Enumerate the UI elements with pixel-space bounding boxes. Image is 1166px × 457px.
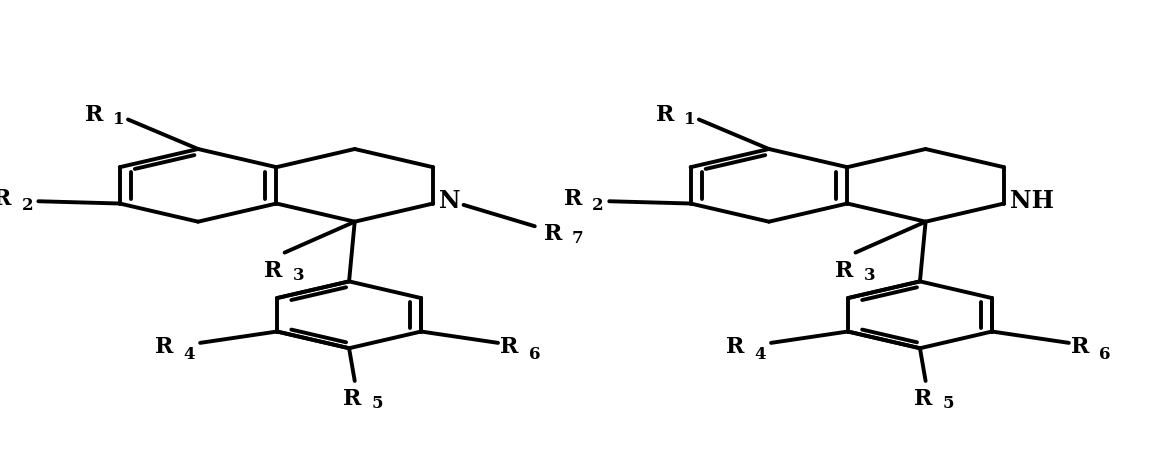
Text: R: R (344, 388, 361, 410)
Text: R: R (155, 336, 174, 358)
Text: R: R (543, 223, 562, 245)
Text: R: R (725, 336, 744, 358)
Text: N: N (438, 189, 461, 213)
Text: 4: 4 (183, 346, 195, 363)
Text: 1: 1 (113, 111, 125, 128)
Text: R: R (564, 188, 582, 210)
Text: R: R (500, 336, 519, 358)
Text: 3: 3 (293, 267, 304, 284)
Text: 4: 4 (754, 346, 766, 363)
Text: 6: 6 (528, 346, 540, 363)
Text: R: R (265, 260, 282, 282)
Text: R: R (914, 388, 933, 410)
Text: NH: NH (1010, 189, 1054, 213)
Text: R: R (656, 104, 674, 126)
Text: 6: 6 (1100, 346, 1111, 363)
Text: 2: 2 (592, 197, 604, 214)
Text: R: R (1072, 336, 1089, 358)
Text: 2: 2 (21, 197, 33, 214)
Text: R: R (85, 104, 104, 126)
Text: 1: 1 (684, 111, 696, 128)
Text: 5: 5 (942, 395, 954, 412)
Text: 3: 3 (863, 267, 874, 284)
Text: R: R (835, 260, 854, 282)
Text: 5: 5 (372, 395, 384, 412)
Text: R: R (0, 188, 12, 210)
Text: 7: 7 (573, 230, 584, 247)
